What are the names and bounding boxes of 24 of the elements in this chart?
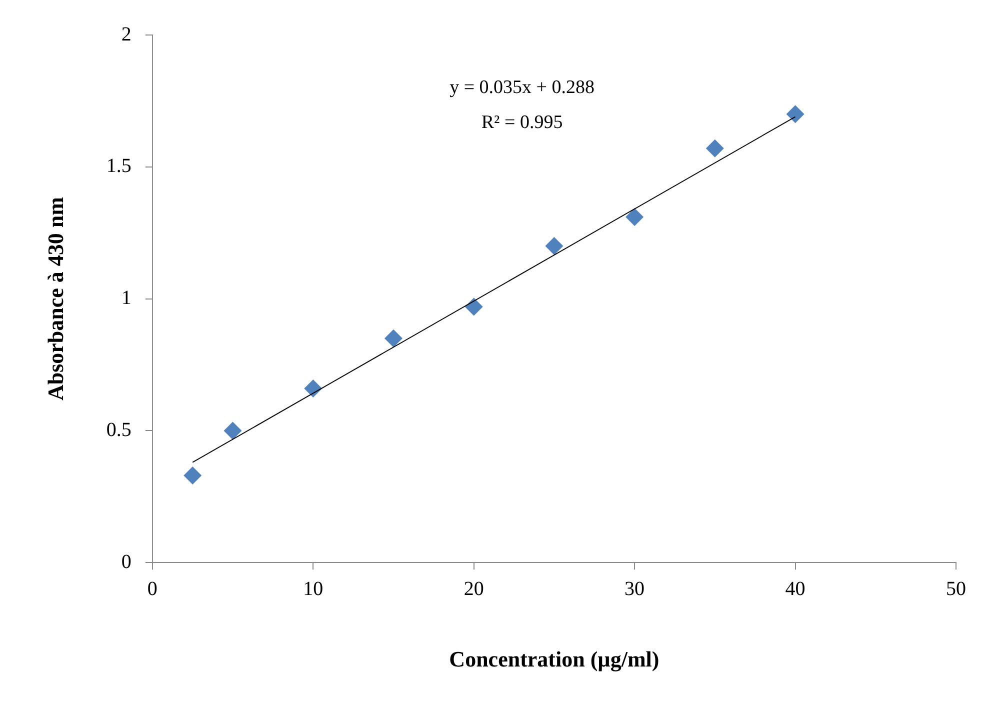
y-tick-label: 1 bbox=[121, 287, 132, 310]
point bbox=[184, 466, 202, 485]
x-tick-label: 10 bbox=[303, 578, 324, 600]
point bbox=[706, 139, 724, 158]
point bbox=[626, 208, 644, 226]
x-tick-label: 50 bbox=[946, 578, 966, 600]
x-tick-label: 0 bbox=[147, 578, 158, 600]
y-axis-title: Absorbance à 430 nm bbox=[42, 197, 68, 401]
point bbox=[304, 379, 322, 398]
point bbox=[464, 298, 483, 316]
y-tick-label: 1.5 bbox=[106, 155, 132, 178]
point bbox=[384, 329, 402, 348]
x-tick-label: 20 bbox=[464, 578, 484, 600]
y-tick-label: 2 bbox=[121, 23, 132, 46]
point bbox=[224, 422, 242, 440]
x-axis-title: Concentration (µg/ml) bbox=[449, 646, 660, 672]
annotation: y = 0.035x + 0.288 bbox=[450, 76, 595, 98]
x-tick-label: 40 bbox=[785, 578, 806, 600]
y-tick-label: 0.5 bbox=[106, 418, 132, 441]
point bbox=[545, 237, 564, 256]
y-tick-label: 0 bbox=[121, 550, 132, 573]
point bbox=[786, 105, 804, 124]
annotation: R² = 0.995 bbox=[481, 112, 563, 133]
x-tick-label: 30 bbox=[624, 578, 645, 600]
